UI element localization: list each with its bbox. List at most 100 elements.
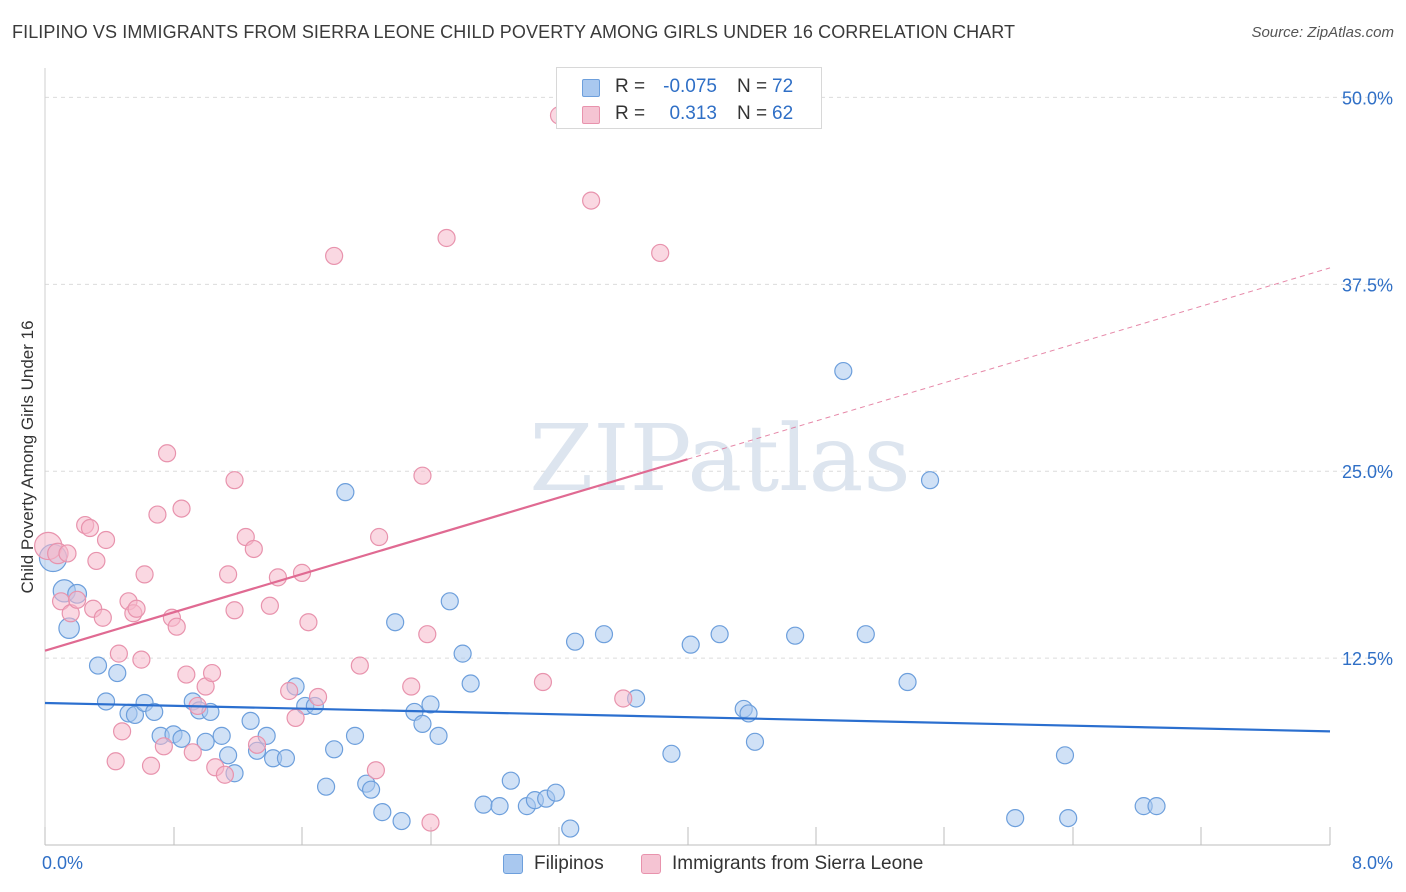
sierra-leone-point [614, 689, 633, 708]
points [34, 104, 1166, 838]
tick-labels: 12.5% 25.0% 37.5% 50.0% 0.0% 8.0% [42, 88, 1393, 873]
sierra-leone-point [280, 681, 299, 701]
filipinos-point [336, 483, 355, 502]
y-tick-label: 12.5% [1342, 649, 1393, 669]
filipinos-point [662, 744, 681, 763]
filipinos-point [1147, 797, 1166, 816]
sierra-leone-point [106, 752, 125, 771]
sierra-leone-point [350, 656, 369, 675]
stats-row-filipinos: R = -0.075 N = 72 [557, 73, 821, 101]
sierra-leone-point [260, 596, 279, 615]
trend-lines [44, 267, 1331, 733]
sierra-leone-point [93, 608, 112, 627]
sierra-leone-point [148, 505, 167, 524]
y-tick-label: 37.5% [1342, 275, 1393, 295]
filipinos-point [710, 625, 729, 644]
filipinos-point [392, 811, 411, 831]
n-value: 62 [772, 103, 794, 124]
sierra-leone-point [87, 551, 106, 571]
filipinos-point [440, 592, 459, 611]
stats-legend: R = -0.075 N = 72 R = 0.313 N = 62 [556, 67, 822, 129]
filipinos-point [920, 471, 940, 490]
filipinos-point [501, 771, 520, 790]
sierra-leone-point [651, 243, 670, 263]
sierra-leone-point [112, 722, 132, 741]
stats-row-sierra-leone: R = 0.313 N = 62 [557, 100, 821, 128]
filipinos-swatch [582, 79, 600, 97]
sierra-leone-point [533, 672, 553, 692]
filipinos-point [561, 819, 580, 838]
sierra-leone-point [58, 544, 77, 563]
filipinos-point [453, 644, 472, 663]
sierra-leone-point [286, 708, 305, 728]
y-tick-label: 50.0% [1342, 88, 1393, 108]
sierra-leone-point [183, 743, 202, 762]
sierra-leone-point [421, 813, 440, 832]
legend-label: Filipinos [534, 853, 604, 874]
r-value: -0.075 [663, 76, 717, 97]
legend-label: Immigrants from Sierra Leone [672, 853, 924, 874]
filipinos-legend-swatch [503, 854, 523, 874]
sierra-leone-point [154, 737, 173, 756]
filipinos-point [898, 672, 917, 692]
filipinos-point [373, 803, 392, 822]
sierra-leone-point [215, 765, 234, 784]
y-axis-label: Child Poverty Among Girls Under 16 [18, 320, 37, 593]
sierra-leone-point [127, 599, 146, 618]
filipinos-point [546, 783, 565, 802]
sierra-leone-point [244, 539, 263, 559]
sierra-leone-trend-line [44, 458, 688, 652]
sierra-leone-point [96, 530, 116, 550]
filipinos-point [96, 692, 116, 711]
filipinos-point [196, 732, 215, 751]
filipinos-point [461, 674, 480, 693]
n-label: N = [737, 76, 768, 97]
sierra-leone-point [132, 650, 151, 669]
watermark: ZIPatlas [529, 405, 910, 512]
filipinos-point [594, 625, 614, 644]
filipinos-point [745, 732, 765, 751]
filipinos-point [172, 729, 191, 748]
x-tick-label: 8.0% [1352, 853, 1393, 873]
sierra-leone-legend-swatch [641, 854, 661, 874]
sierra-leone-point [157, 444, 177, 463]
r-label: R = [615, 103, 646, 124]
sierra-leone-point [370, 527, 389, 547]
sierra-leone-point [225, 471, 244, 490]
sierra-leone-swatch [582, 106, 600, 124]
r-value: 0.313 [669, 103, 717, 124]
filipinos-point [421, 695, 440, 714]
sierra-leone-point [219, 565, 238, 584]
filipinos-point [345, 726, 365, 745]
filipinos-point [413, 714, 432, 733]
filipinos-point [88, 656, 108, 675]
filipinos-point [1055, 746, 1075, 765]
filipinos-point [490, 797, 509, 816]
filipinos-point [856, 625, 875, 644]
filipinos-trend-line [44, 701, 1331, 733]
chart-title: FILIPINO VS IMMIGRANTS FROM SIERRA LEONE… [12, 22, 1016, 42]
sierra-leone-point [437, 228, 456, 248]
filipinos-point [325, 740, 344, 759]
filipinos-point [786, 626, 805, 645]
filipinos-point [241, 711, 260, 731]
y-tick-label: 25.0% [1342, 462, 1393, 482]
sierra-leone-point [247, 735, 267, 754]
n-value: 72 [772, 76, 794, 97]
sierra-leone-point [135, 565, 154, 584]
grid [45, 96, 1392, 659]
filipinos-point [1006, 808, 1025, 828]
sierra-leone-point [582, 191, 601, 210]
sierra-leone-point [366, 761, 385, 780]
r-label: R = [615, 76, 646, 97]
filipinos-point [219, 746, 238, 765]
sierra-leone-point [202, 663, 222, 683]
filipinos-point [361, 780, 381, 799]
filipinos-point [276, 749, 296, 768]
sierra-leone-point [418, 625, 437, 644]
filipinos-point [212, 726, 231, 745]
sierra-leone-point [177, 665, 196, 684]
filipinos-point [474, 795, 493, 814]
sierra-leone-point [292, 563, 312, 582]
